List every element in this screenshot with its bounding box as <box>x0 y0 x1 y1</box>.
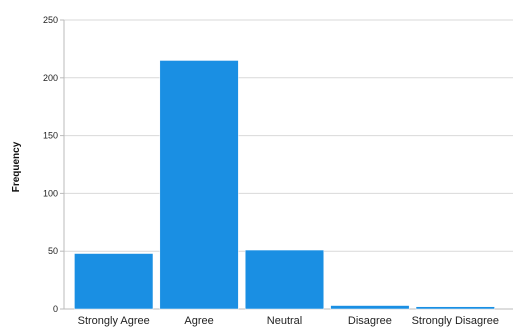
x-tick-label: Strongly Disagree <box>412 315 499 327</box>
y-tick-label: 0 <box>53 304 58 314</box>
x-tick-label: Disagree <box>348 315 392 327</box>
bar <box>415 306 495 310</box>
bars <box>74 60 495 310</box>
y-tick-label: 250 <box>43 15 58 25</box>
y-axis-title: Frequency <box>11 141 22 192</box>
y-tick-label: 200 <box>43 73 58 83</box>
y-tick-labels: 0 50 100 150 200 250 <box>43 15 64 314</box>
y-tick-label: 50 <box>48 246 58 256</box>
bar <box>244 249 325 310</box>
y-tick-label: 150 <box>43 131 58 141</box>
x-tick-label: Agree <box>184 315 213 327</box>
bar <box>330 305 410 310</box>
y-tick-label: 100 <box>43 188 58 198</box>
bar <box>159 60 239 310</box>
bar <box>74 253 154 310</box>
x-tick-label: Neutral <box>267 315 302 327</box>
x-tick-label: Strongly Agree <box>78 315 150 327</box>
x-tick-labels: Strongly Agree Agree Neutral Disagree Strong… <box>78 315 499 327</box>
